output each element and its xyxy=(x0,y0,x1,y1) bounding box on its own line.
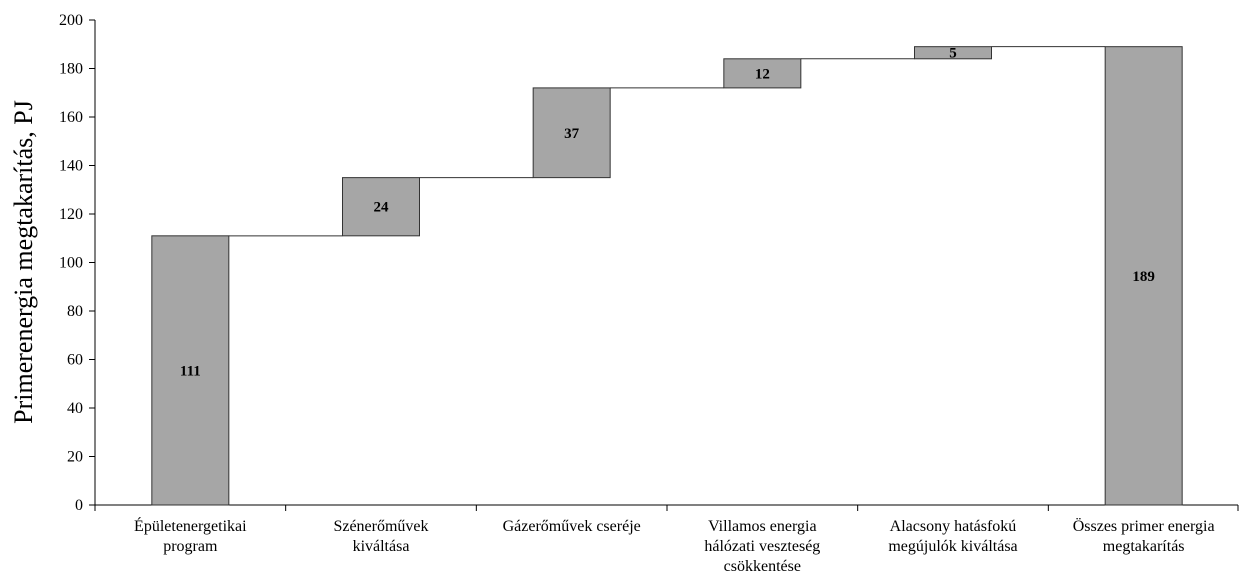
bar-data-label: 189 xyxy=(1132,269,1155,285)
bar-data-label: 12 xyxy=(755,66,770,82)
x-category-label: hálózati veszteség xyxy=(704,538,820,555)
y-tick-label: 180 xyxy=(59,61,83,78)
x-category-label: Alacsony hatásfokú xyxy=(890,518,1017,535)
bar-data-label: 24 xyxy=(374,200,390,216)
x-category-label: Épületenergetikai xyxy=(134,516,247,535)
y-tick-label: 200 xyxy=(59,12,83,29)
y-tick-label: 60 xyxy=(67,352,83,369)
connectors-layer xyxy=(228,46,1106,237)
x-category-label: megújulók kiváltása xyxy=(888,538,1017,555)
waterfall-bar xyxy=(1104,46,1183,506)
x-category-label: program xyxy=(163,538,218,555)
x-category-label: Gázerőművek cseréje xyxy=(503,518,641,535)
bars-layer xyxy=(151,46,1183,506)
axes-layer: 0 20 40 60 80 100 120 140 160 180 200 xyxy=(59,12,1239,514)
labels-layer: Épületenergetikai program Szénerőművek kivá… xyxy=(134,46,1215,575)
x-category-label: megtakarítás xyxy=(1103,538,1185,555)
y-tick-label: 160 xyxy=(59,109,83,126)
waterfall-bar xyxy=(151,235,230,506)
waterfall-bar xyxy=(342,177,420,237)
x-category-label: csökkentése xyxy=(724,558,801,575)
y-tick-label: 100 xyxy=(59,255,83,272)
y-tick-label: 80 xyxy=(67,303,83,320)
y-axis-title: Primerenergia megtakarítás, PJ xyxy=(9,100,38,424)
y-tick-label: 0 xyxy=(75,497,83,514)
x-category-label: kiváltása xyxy=(353,538,410,555)
y-tick-label: 40 xyxy=(67,400,83,417)
bar-data-label: 111 xyxy=(180,363,201,379)
x-category-label: Villamos energia xyxy=(708,518,817,535)
waterfall-bar xyxy=(532,87,611,179)
waterfall-bar xyxy=(914,46,992,60)
waterfall-bar xyxy=(723,58,802,89)
x-category-label: Összes primer energia xyxy=(1073,517,1215,535)
y-tick-label: 120 xyxy=(59,206,83,223)
bar-data-label: 5 xyxy=(949,46,957,62)
y-tick-label: 20 xyxy=(67,449,83,466)
x-category-label: Szénerőművek xyxy=(333,518,428,535)
y-tick-label: 140 xyxy=(59,158,83,175)
bar-data-label: 37 xyxy=(564,126,580,142)
